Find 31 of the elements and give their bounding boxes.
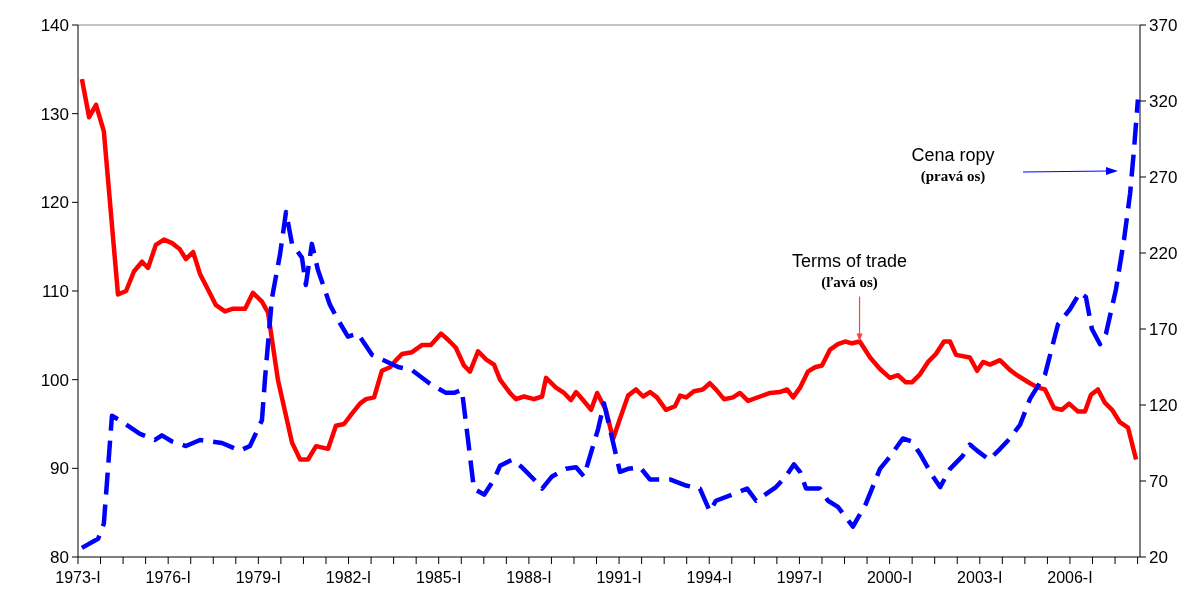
y2-tick-label: 70 — [1149, 471, 1168, 491]
x-tick-label: 1976-I — [145, 569, 191, 586]
y-tick-label: 100 — [40, 370, 69, 390]
annotation: Cena ropy (pravá os) — [911, 145, 995, 185]
line-series — [79, 97, 1141, 551]
y-tick-label: 90 — [50, 459, 69, 479]
x-tick-label: 2003-I — [957, 569, 1003, 586]
x-tick-label: 1988-I — [506, 569, 552, 586]
y-tick-label: 110 — [41, 281, 69, 301]
y2-tick-label: 220 — [1149, 243, 1178, 263]
y-tick-label: 140 — [40, 15, 69, 35]
x-tick-label: 1994-I — [686, 569, 732, 586]
annotation: Terms of trade (ľavá os) — [792, 250, 908, 291]
y-tick-label: 130 — [40, 104, 69, 124]
x-tick-label: 1985-I — [416, 569, 462, 586]
x-tick-label: 2000-I — [866, 569, 913, 586]
y2-tick-label: 120 — [1149, 395, 1178, 415]
y2-tick-label: 320 — [1149, 91, 1178, 111]
y2-tick-label: 370 — [1149, 15, 1178, 35]
y2-tick-label: 270 — [1149, 167, 1178, 187]
line-series — [79, 76, 1139, 462]
x-tick-label: 1973-I — [55, 569, 101, 586]
y-tick-label: 80 — [50, 547, 69, 567]
y2-tick-label: 20 — [1149, 547, 1168, 567]
x-tick-label: 1997-I — [776, 569, 823, 586]
x-tick-label: 1982-I — [325, 569, 372, 586]
x-tick-label: 2006-I — [1047, 569, 1093, 586]
x-tick-label: 1979-I — [235, 569, 282, 586]
y2-tick-label: 170 — [1149, 319, 1178, 339]
y-tick-label: 120 — [40, 193, 69, 213]
x-tick-label: 1991-I — [596, 569, 642, 586]
